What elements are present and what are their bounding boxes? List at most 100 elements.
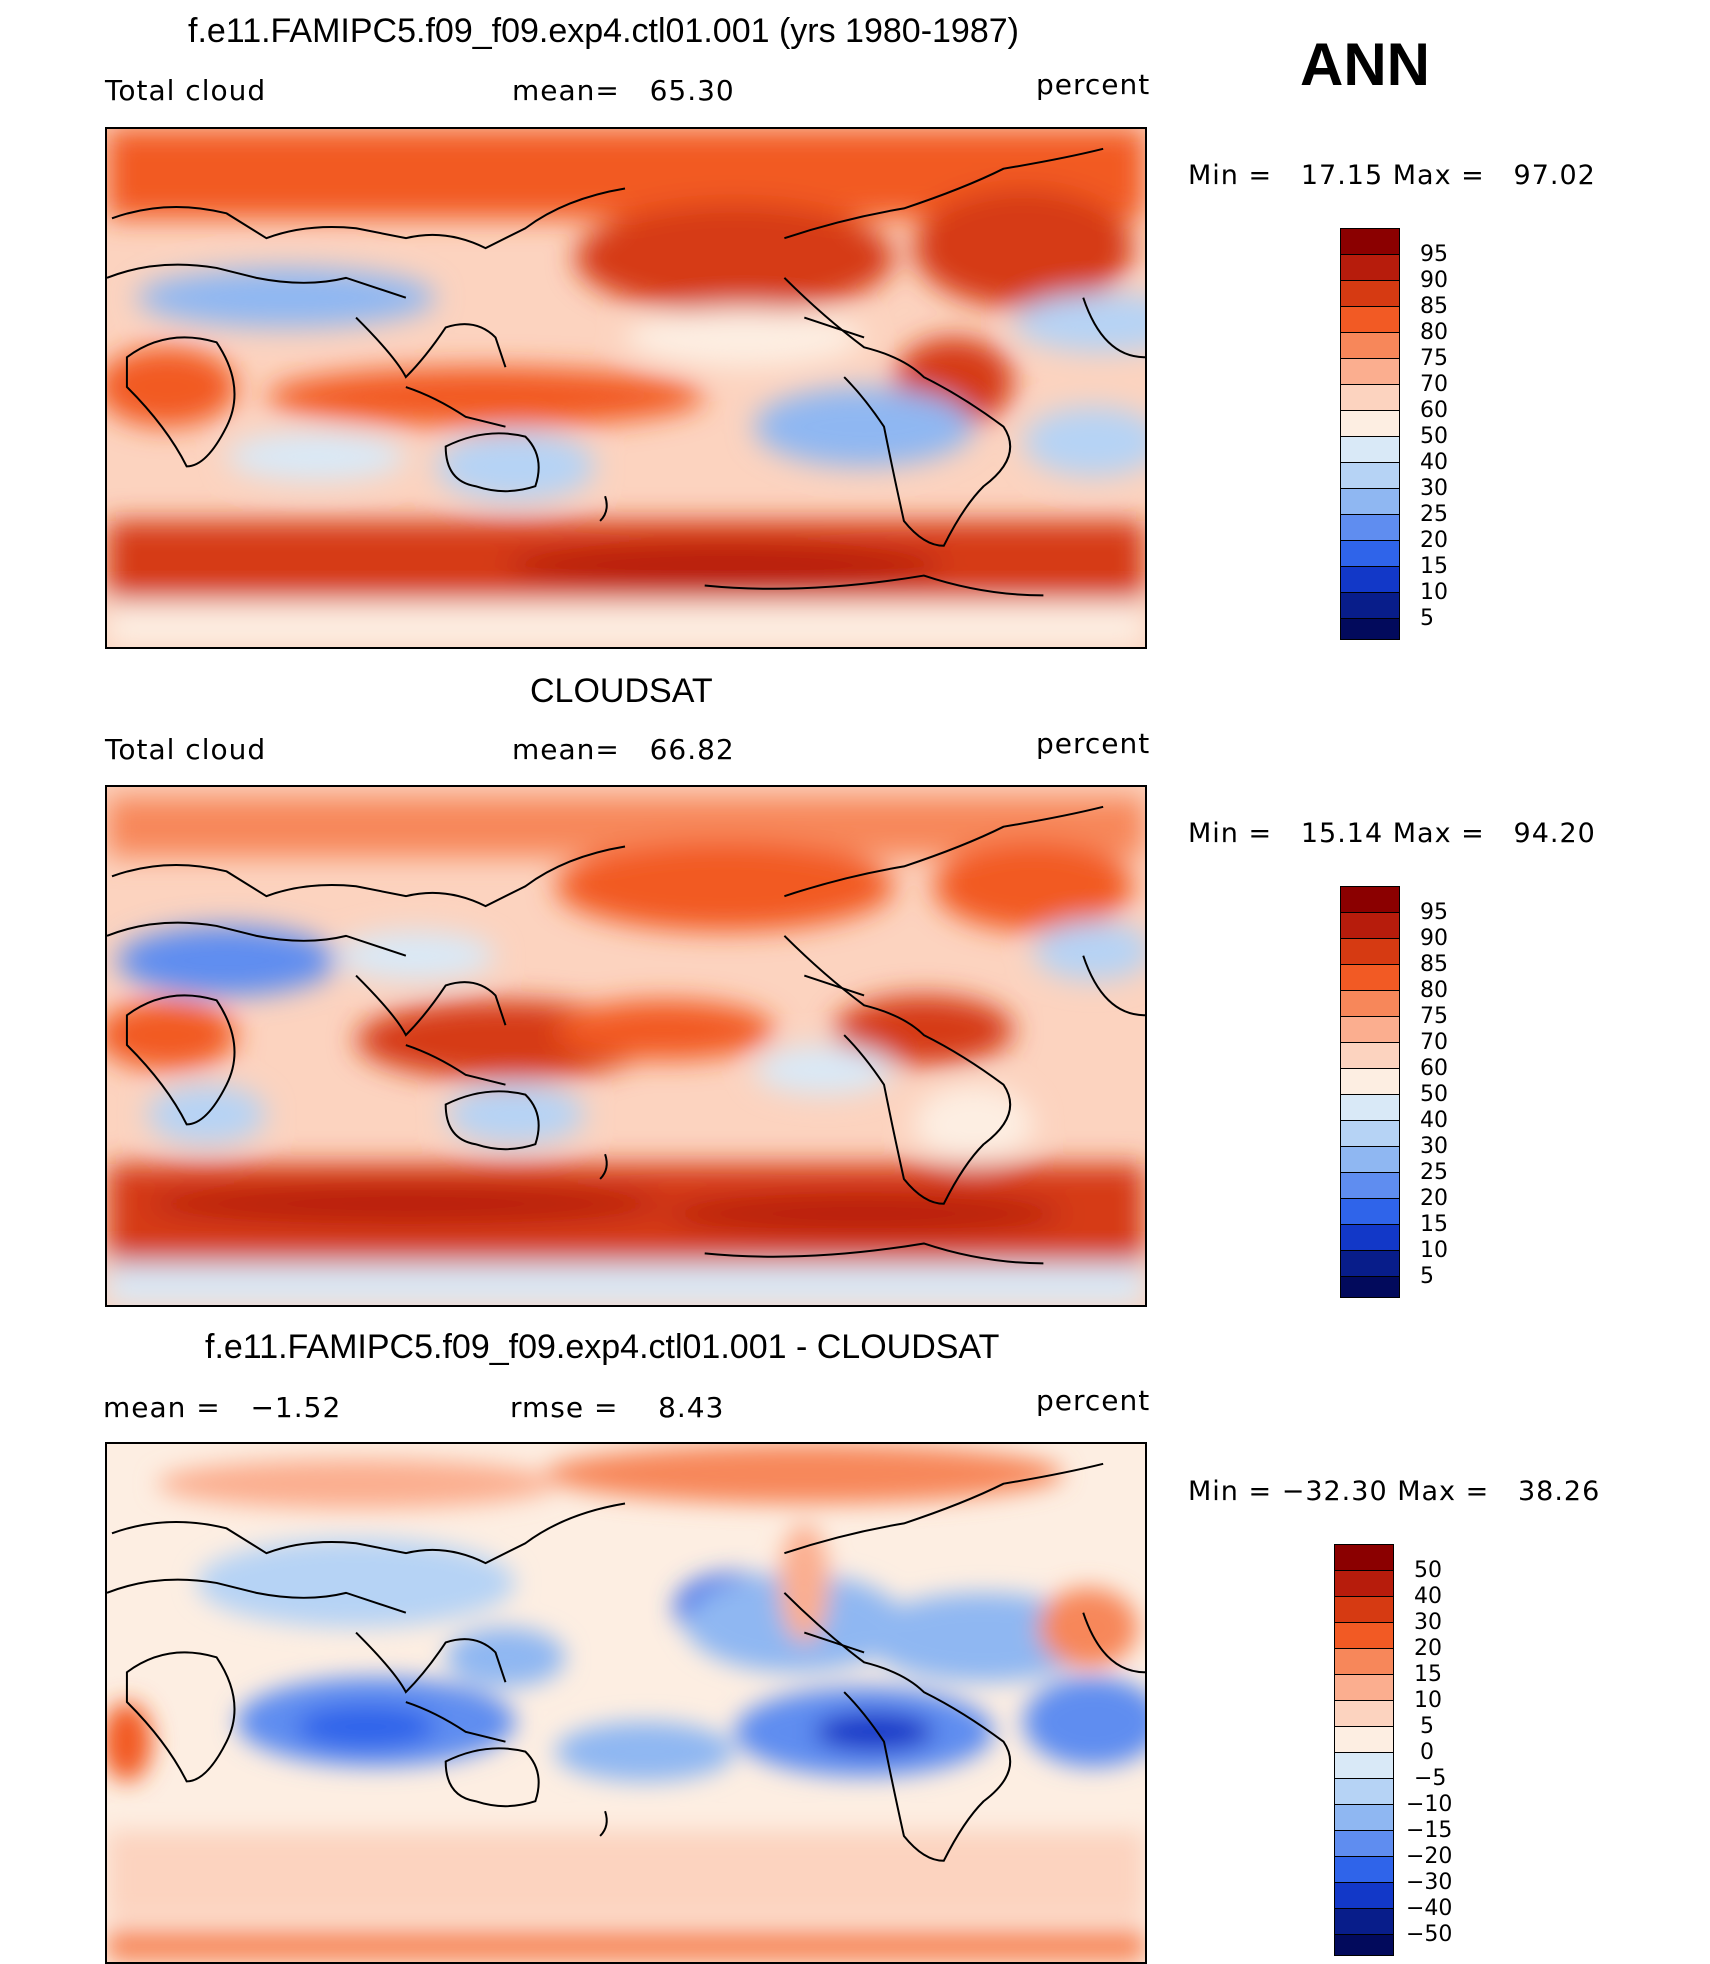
cbar1-swatch — [1340, 410, 1400, 437]
cbar2-tick-label: 30 — [1420, 1134, 1448, 1159]
panel2-title: CLOUDSAT — [530, 672, 713, 710]
cbar2-tick-label: 90 — [1420, 926, 1448, 951]
cbar1-swatch — [1340, 462, 1400, 489]
cbar2-tick-label: 95 — [1420, 900, 1448, 925]
panel2-mean-label: mean= 66.82 — [512, 733, 735, 766]
cbar3-tick-label: −20 — [1406, 1844, 1453, 1869]
panel1-title: f.e11.FAMIPC5.f09_f09.exp4.ctl01.001 (yr… — [188, 12, 1019, 50]
cbar2-swatch — [1340, 1250, 1400, 1277]
panel1-colorbar: 95 90 85 80 75 70 60 50 40 30 25 20 15 1… — [1340, 228, 1460, 640]
cbar1-swatch — [1340, 618, 1400, 640]
cbar2-swatch — [1340, 1224, 1400, 1251]
cbar1-tick-label: 10 — [1420, 580, 1448, 605]
cbar1-tick-label: 90 — [1420, 268, 1448, 293]
cbar1-swatch — [1340, 514, 1400, 541]
cbar1-swatch — [1340, 566, 1400, 593]
cbar3-swatch — [1334, 1934, 1394, 1956]
cbar3-swatch — [1334, 1596, 1394, 1623]
cbar2-swatch — [1340, 1042, 1400, 1069]
cbar2-tick-label: 75 — [1420, 1004, 1448, 1029]
panel2-colorbar: 95 90 85 80 75 70 60 50 40 30 25 20 15 1… — [1340, 886, 1460, 1298]
cbar3-tick-label: −30 — [1406, 1870, 1453, 1895]
cbar2-swatch — [1340, 1016, 1400, 1043]
panel1-contour-field — [107, 129, 1145, 647]
cbar1-tick-label: 30 — [1420, 476, 1448, 501]
cbar1-swatch — [1340, 436, 1400, 463]
cbar1-swatch — [1340, 254, 1400, 281]
panel1-mean-label: mean= 65.30 — [512, 74, 735, 107]
panel3-coastlines — [107, 1462, 1145, 1862]
cbar3-swatch — [1334, 1622, 1394, 1649]
cbar3-swatch — [1334, 1856, 1394, 1883]
cbar3-tick-label: 30 — [1414, 1610, 1442, 1635]
cbar2-swatch — [1340, 1198, 1400, 1225]
cbar1-swatch — [1340, 540, 1400, 567]
cbar3-swatch — [1334, 1570, 1394, 1597]
cbar2-swatch — [1340, 1068, 1400, 1095]
cbar2-tick-label: 15 — [1420, 1212, 1448, 1237]
cbar2-tick-label: 60 — [1420, 1056, 1448, 1081]
cbar2-swatch — [1340, 990, 1400, 1017]
panel3-rmse-label: rmse = 8.43 — [510, 1391, 725, 1424]
cbar3-tick-label: −15 — [1406, 1818, 1453, 1843]
cbar1-swatch — [1340, 228, 1400, 255]
cbar1-tick-label: 85 — [1420, 294, 1448, 319]
cbar3-swatch — [1334, 1700, 1394, 1727]
cbar2-tick-label: 20 — [1420, 1186, 1448, 1211]
panel3-colorbar: 50 40 30 20 15 10 5 0 −5 −10 −15 −20 −30… — [1334, 1544, 1464, 1956]
panel2-contour-field — [107, 787, 1145, 1305]
panel1-minmax: Min = 17.15 Max = 97.02 — [1188, 160, 1596, 191]
cbar2-swatch — [1340, 1172, 1400, 1199]
cbar1-swatch — [1340, 488, 1400, 515]
cbar1-swatch — [1340, 592, 1400, 619]
cbar1-tick-label: 15 — [1420, 554, 1448, 579]
panel3-mean-label: mean = −1.52 — [103, 1391, 342, 1424]
cbar3-swatch — [1334, 1752, 1394, 1779]
cbar2-tick-label: 50 — [1420, 1082, 1448, 1107]
panel2-coastlines — [107, 805, 1145, 1265]
cbar3-tick-label: 0 — [1420, 1740, 1434, 1765]
cbar3-swatch — [1334, 1726, 1394, 1753]
panel3-units: percent — [1036, 1384, 1151, 1417]
panel2-units: percent — [1036, 727, 1151, 760]
cbar1-tick-label: 20 — [1420, 528, 1448, 553]
panel2-variable-label: Total cloud — [105, 733, 267, 766]
cbar3-swatch — [1334, 1804, 1394, 1831]
cbar3-tick-label: −10 — [1406, 1792, 1453, 1817]
cbar1-swatch — [1340, 280, 1400, 307]
cbar2-swatch — [1340, 1120, 1400, 1147]
cbar3-tick-label: 20 — [1414, 1636, 1442, 1661]
cbar1-tick-label: 95 — [1420, 242, 1448, 267]
cbar2-swatch — [1340, 912, 1400, 939]
cbar3-tick-label: −40 — [1406, 1896, 1453, 1921]
cbar2-tick-label: 70 — [1420, 1030, 1448, 1055]
panel3-title: f.e11.FAMIPC5.f09_f09.exp4.ctl01.001 - C… — [205, 1328, 1000, 1366]
cbar1-tick-label: 5 — [1420, 606, 1434, 631]
cbar1-swatch — [1340, 306, 1400, 333]
cbar3-tick-label: −5 — [1414, 1766, 1447, 1791]
cbar3-tick-label: 50 — [1414, 1558, 1442, 1583]
cbar3-swatch — [1334, 1674, 1394, 1701]
panel1-variable-label: Total cloud — [105, 74, 267, 107]
panel1-coastlines — [107, 147, 1145, 597]
cbar2-tick-label: 10 — [1420, 1238, 1448, 1263]
cbar2-swatch — [1340, 886, 1400, 913]
panel2-map — [105, 785, 1147, 1307]
cbar3-tick-label: 15 — [1414, 1662, 1442, 1687]
panel3-map — [105, 1442, 1147, 1964]
cbar2-swatch — [1340, 1094, 1400, 1121]
cbar3-swatch — [1334, 1882, 1394, 1909]
cbar2-swatch — [1340, 964, 1400, 991]
cbar1-swatch — [1340, 384, 1400, 411]
cbar2-tick-label: 85 — [1420, 952, 1448, 977]
cbar1-tick-label: 60 — [1420, 398, 1448, 423]
cbar3-swatch — [1334, 1648, 1394, 1675]
cbar3-tick-label: 40 — [1414, 1584, 1442, 1609]
panel2-minmax: Min = 15.14 Max = 94.20 — [1188, 818, 1596, 849]
cbar3-tick-label: −50 — [1406, 1922, 1453, 1947]
cbar3-swatch — [1334, 1778, 1394, 1805]
cbar1-tick-label: 80 — [1420, 320, 1448, 345]
panel3-minmax: Min = −32.30 Max = 38.26 — [1188, 1476, 1601, 1507]
cbar2-swatch — [1340, 1146, 1400, 1173]
cbar3-swatch — [1334, 1830, 1394, 1857]
